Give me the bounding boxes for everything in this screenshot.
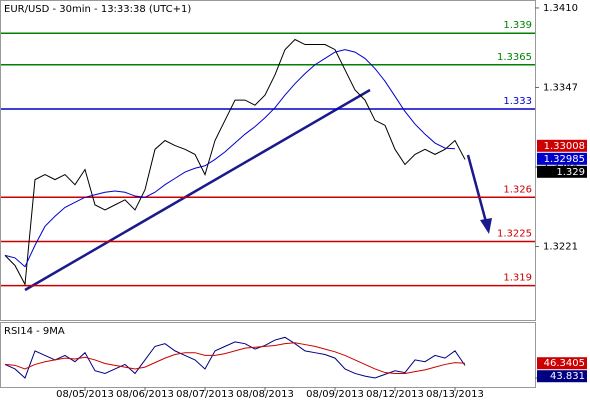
x-tick-label: 08/06/2013 <box>116 389 174 400</box>
arrow-head <box>480 218 492 234</box>
value-box-label: 46.3405 <box>544 358 585 369</box>
chart-title: EUR/USD - 30min - 13:33:38 (UTC+1) <box>4 4 191 15</box>
x-tick-label: 08/13/2013 <box>426 389 484 400</box>
value-box-label: 1.33008 <box>544 141 585 152</box>
series-line <box>4 38 466 287</box>
value-box <box>537 139 587 152</box>
level-label: 1.3225 <box>497 228 532 239</box>
trend-line <box>24 88 371 292</box>
y-tick-label: 1.3410 <box>543 3 578 14</box>
value-box <box>537 165 587 178</box>
x-tick-label: 08/07/2013 <box>176 389 234 400</box>
value-box <box>537 152 587 165</box>
rsi-title: RSI14 - 9MA <box>4 326 65 337</box>
value-box-label: 43.831 <box>550 371 585 382</box>
x-tick-label: 08/08/2013 <box>236 389 294 400</box>
level-label: 1.339 <box>503 20 532 31</box>
forecast-arrow <box>466 154 488 223</box>
value-box-label: 1.32985 <box>544 154 585 165</box>
series-line <box>4 342 466 374</box>
y-tick-label: 1.3221 <box>543 242 578 253</box>
level-label: 1.333 <box>503 96 532 107</box>
x-tick-label: 08/12/2013 <box>366 389 424 400</box>
rsi-panel <box>0 322 536 388</box>
level-label: 1.319 <box>503 273 532 284</box>
price-panel <box>0 0 536 321</box>
x-tick-label: 08/09/2013 <box>306 389 364 400</box>
level-label: 1.326 <box>503 184 532 195</box>
value-box <box>537 357 587 370</box>
y-tick-label: 1.3347 <box>543 82 578 93</box>
value-box <box>537 370 587 383</box>
level-label: 1.3365 <box>497 52 532 63</box>
value-box-label: 1.329 <box>556 167 585 178</box>
x-tick-label: 08/05/2013 <box>56 389 114 400</box>
series-line <box>4 49 456 268</box>
